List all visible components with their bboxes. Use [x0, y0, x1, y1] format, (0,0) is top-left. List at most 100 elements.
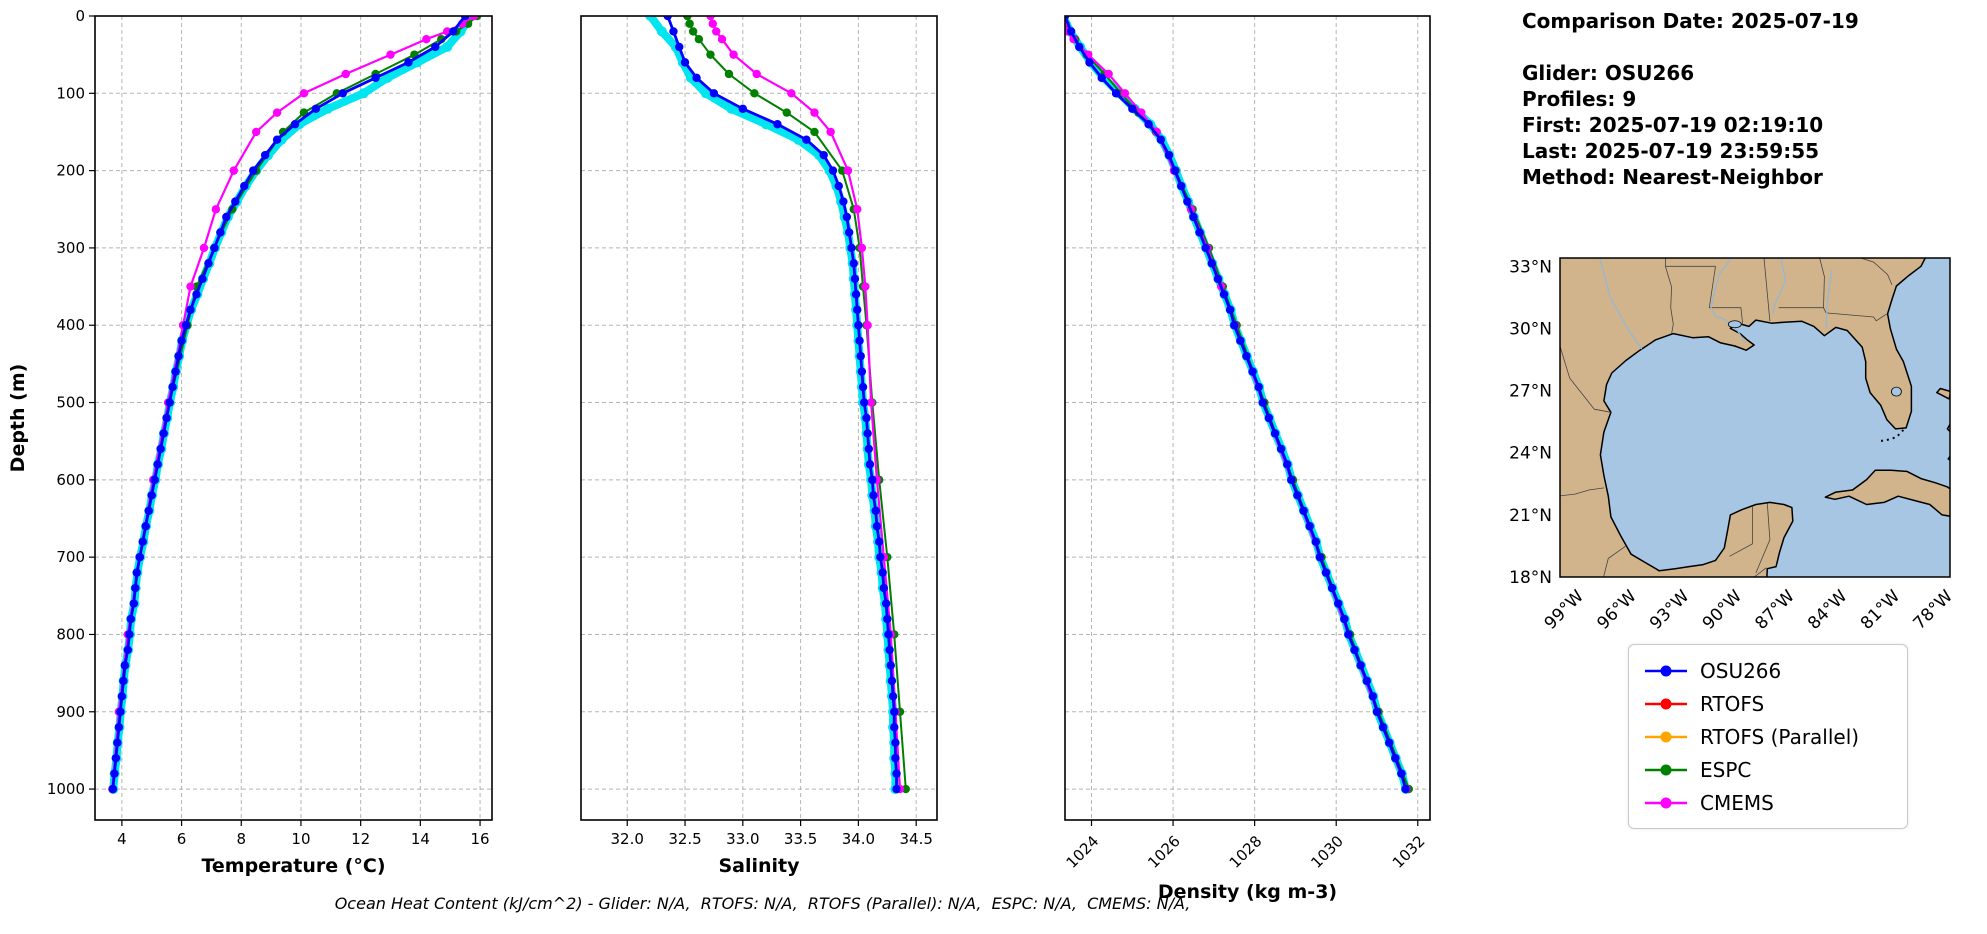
- series-marker-osu266: [887, 676, 897, 686]
- series-marker-osu266: [1299, 506, 1308, 515]
- map-lat-label: 18°N: [1509, 568, 1552, 588]
- chart-density: 1024 1026 1028 1030 1032 Density (kg m-3): [1063, 15, 1431, 903]
- series-marker-cmems: [706, 16, 715, 21]
- series-marker-osu266: [1397, 769, 1406, 778]
- x-tick-label: 1032: [1389, 832, 1429, 872]
- series-marker-espc: [838, 166, 847, 175]
- map-lon-label: 93°W: [1646, 586, 1693, 633]
- series-marker-osu266: [1219, 290, 1229, 299]
- series-marker-osu266: [1144, 120, 1153, 129]
- series-marker-osu266: [1242, 351, 1251, 361]
- series-marker-espc: [750, 89, 759, 98]
- series-marker-osu266: [847, 243, 856, 253]
- series-marker-osu266: [174, 351, 183, 361]
- series-marker-osu266: [1321, 568, 1331, 577]
- x-tick-label: 16: [471, 830, 490, 848]
- series-marker-osu266: [875, 537, 884, 546]
- series-marker-osu266: [884, 630, 893, 639]
- series-marker-osu266: [132, 568, 141, 577]
- series-marker-osu266: [1097, 73, 1106, 83]
- legend-item-osu266: OSU266: [1643, 654, 1893, 687]
- series-marker-cmems: [469, 16, 479, 21]
- series-marker-osu266: [1305, 522, 1314, 531]
- series-marker-espc: [683, 16, 692, 21]
- series-marker-osu266: [240, 181, 249, 191]
- series-marker-cmems: [422, 34, 431, 44]
- series-marker-osu266: [1327, 583, 1337, 593]
- series-marker-cmems: [826, 127, 835, 137]
- land-polygon: [1824, 469, 1950, 517]
- legend-marker: [1660, 797, 1672, 808]
- series-marker-osu266: [371, 73, 380, 83]
- series-marker-osu266: [892, 784, 901, 794]
- series-marker-osu266: [1207, 259, 1217, 268]
- series-marker-osu266: [864, 444, 874, 454]
- x-tick-label: 1028: [1226, 832, 1266, 872]
- series-marker-cmems: [729, 50, 738, 59]
- series-marker-osu266: [849, 259, 858, 268]
- series-marker-osu266: [222, 212, 231, 222]
- series-marker-cmems: [186, 282, 195, 291]
- series-marker-espc: [901, 784, 910, 794]
- series-marker-osu266: [1248, 367, 1257, 376]
- series-marker-osu266: [851, 290, 861, 299]
- series-marker-osu266: [1258, 398, 1267, 407]
- plot-frame: [94, 15, 493, 821]
- x-tick-label: 34.0: [842, 830, 875, 848]
- series-marker-osu266: [150, 475, 159, 485]
- series-marker-osu266: [216, 228, 225, 237]
- y-tick-label: 400: [56, 316, 85, 334]
- series-marker-osu266: [181, 321, 191, 330]
- series-marker-osu266: [839, 197, 848, 206]
- map-lat-label: 21°N: [1509, 506, 1552, 526]
- series-marker-cmems: [229, 166, 239, 175]
- series-marker-osu266: [856, 351, 865, 361]
- x-tick-label: 33.0: [726, 830, 759, 848]
- map-lat-label: 33°N: [1509, 257, 1552, 277]
- series-marker-osu266: [669, 27, 678, 36]
- y-tick-label: 700: [56, 548, 85, 566]
- comparison-date: Comparison Date: 2025-07-19: [1522, 9, 1859, 33]
- gulf-of-mexico-map: 33°N 30°N 27°N 24°N 21°N 18°N99°W 96°W 93°W 90°W…: [1509, 257, 1957, 634]
- series-marker-osu266: [1401, 784, 1410, 794]
- series-marker-cmems: [199, 243, 209, 253]
- legend-item-espc: ESPC: [1643, 753, 1893, 786]
- series-marker-osu266: [448, 27, 458, 36]
- series-marker-osu266: [892, 769, 901, 778]
- series-marker-osu266: [131, 583, 140, 593]
- series-marker-cmems: [708, 19, 717, 28]
- state-border: [1664, 258, 1674, 334]
- series-marker-osu266: [680, 58, 690, 67]
- series-marker-espc: [724, 69, 734, 79]
- series-marker-osu266: [878, 568, 887, 577]
- legend-label: RTOFS (Parallel): [1700, 724, 1860, 749]
- series-marker-osu266: [1287, 475, 1296, 485]
- state-border: [1708, 266, 1744, 325]
- series-marker-espc: [694, 34, 704, 44]
- series-marker-cmems: [843, 166, 853, 175]
- series-marker-cmems: [787, 89, 796, 98]
- series-marker-osu266: [165, 398, 174, 407]
- series-marker-osu266: [865, 460, 875, 469]
- first-profile-time: First: 2025-07-19 02:19:10: [1522, 113, 1824, 137]
- series-marker-cmems: [1104, 69, 1113, 79]
- series-marker-osu266: [863, 429, 872, 438]
- state-border: [1859, 258, 1893, 286]
- y-axis-title: Depth (m): [7, 364, 29, 473]
- series-marker-osu266: [192, 290, 201, 299]
- series-marker-espc: [706, 50, 715, 59]
- series-marker-osu266: [1177, 181, 1186, 191]
- series-marker-osu266: [709, 89, 719, 98]
- series-marker-osu266: [153, 460, 162, 469]
- state-border: [1560, 487, 1604, 497]
- series-marker-osu266: [1372, 707, 1382, 716]
- legend-line-sample: [1645, 797, 1687, 808]
- series-marker-glider-raw: [656, 26, 667, 37]
- plot-frame: [580, 15, 938, 821]
- state-border: [1603, 545, 1627, 577]
- series-marker-osu266: [1201, 243, 1210, 253]
- river: [1710, 258, 1746, 344]
- series-marker-osu266: [890, 723, 899, 732]
- series-marker-osu266: [886, 661, 895, 670]
